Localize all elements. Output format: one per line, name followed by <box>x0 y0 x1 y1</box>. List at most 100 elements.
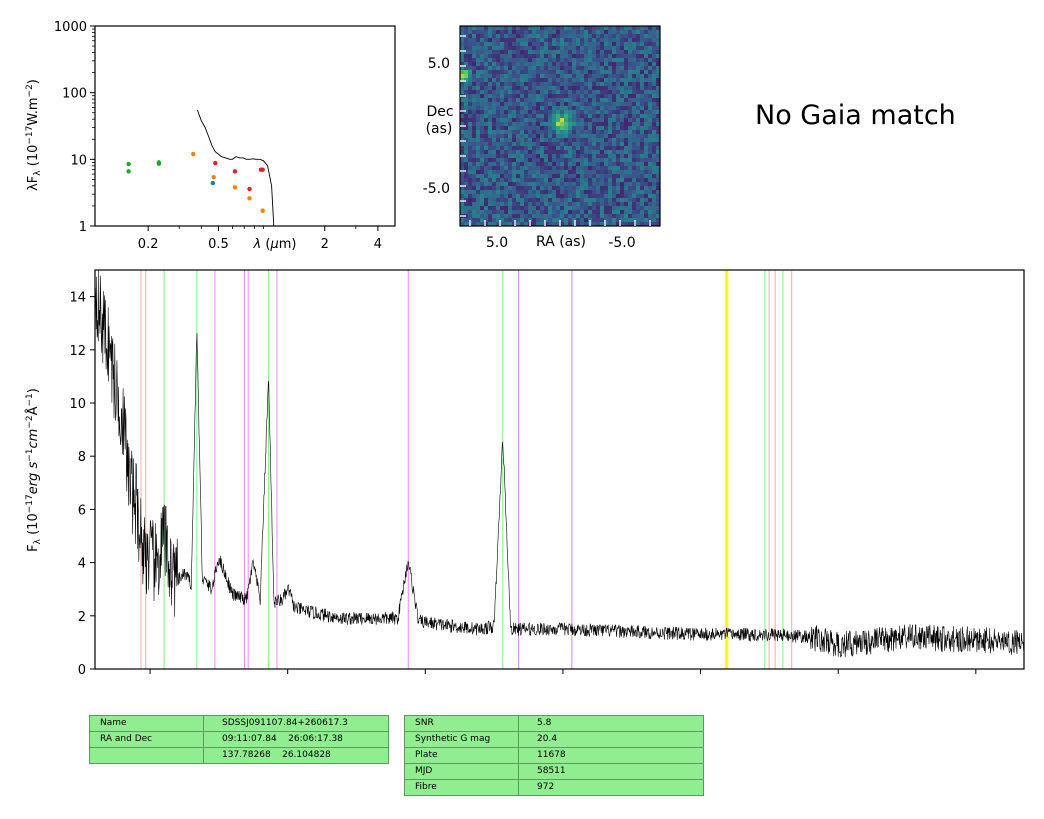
cutout-pixel <box>640 58 645 63</box>
cutout-pixel <box>572 130 577 135</box>
cutout-pixel <box>524 134 529 139</box>
cutout-pixel <box>540 34 545 39</box>
cutout-ylabel-line1: Dec <box>426 104 453 120</box>
cutout-pixel <box>480 218 485 223</box>
cutout-pixel <box>488 122 493 127</box>
spectrum-ytick-label: 6 <box>78 503 86 518</box>
cutout-pixel <box>532 130 537 135</box>
cutout-pixel <box>640 90 645 95</box>
cutout-pixel <box>548 98 553 103</box>
cutout-pixel <box>564 26 569 31</box>
cutout-pixel <box>508 202 513 207</box>
cutout-pixel <box>504 210 509 215</box>
cutout-pixel <box>652 66 657 71</box>
cutout-pixel <box>596 178 601 183</box>
cutout-pixel <box>508 62 513 67</box>
cutout-pixel <box>628 206 633 211</box>
cutout-pixel <box>656 130 661 135</box>
cutout-pixel <box>652 166 657 171</box>
cutout-pixel <box>512 218 517 223</box>
cutout-pixel <box>560 62 565 67</box>
cutout-pixel <box>644 178 649 183</box>
cutout-pixel <box>556 194 561 199</box>
cutout-pixel <box>524 218 529 223</box>
cutout-pixel <box>648 126 653 131</box>
cutout-pixel <box>656 158 661 163</box>
cutout-pixel <box>592 70 597 75</box>
cutout-pixel <box>588 178 593 183</box>
cutout-pixel <box>608 134 613 139</box>
cutout-pixel <box>464 106 469 111</box>
cutout-pixel <box>516 50 521 55</box>
cutout-pixel <box>480 70 485 75</box>
sed-photometry-point <box>211 174 216 180</box>
cutout-pixel <box>636 94 641 99</box>
cutout-pixel <box>568 46 573 51</box>
cutout-pixel <box>596 34 601 39</box>
cutout-pixel <box>496 146 501 151</box>
cutout-pixel <box>624 198 629 203</box>
cutout-pixel <box>556 46 561 51</box>
cutout-pixel <box>504 194 509 199</box>
cutout-pixel <box>480 170 485 175</box>
cutout-pixel <box>556 214 561 219</box>
cutout-pixel <box>548 42 553 47</box>
cutout-pixel <box>484 214 489 219</box>
cutout-pixel <box>516 210 521 215</box>
cutout-pixel <box>648 206 653 211</box>
cutout-pixel <box>492 30 497 35</box>
cutout-pixel <box>592 198 597 203</box>
cutout-pixel <box>576 98 581 103</box>
cutout-pixel <box>576 42 581 47</box>
cutout-pixel <box>524 142 529 147</box>
cutout-pixel <box>572 202 577 207</box>
cutout-pixel <box>460 222 465 227</box>
cutout-pixel <box>652 42 657 47</box>
cutout-pixel <box>588 190 593 195</box>
cutout-pixel <box>488 102 493 107</box>
cutout-pixel <box>572 118 577 123</box>
cutout-pixel <box>592 210 597 215</box>
cutout-pixel <box>512 30 517 35</box>
cutout-pixel <box>492 58 497 63</box>
cutout-pixel <box>484 130 489 135</box>
cutout-pixel <box>488 186 493 191</box>
cutout-pixel <box>528 54 533 59</box>
cutout-pixel <box>600 222 605 227</box>
cutout-pixel <box>540 102 545 107</box>
cutout-pixel <box>580 50 585 55</box>
cutout-pixel <box>500 194 505 199</box>
cutout-pixel <box>640 50 645 55</box>
cutout-pixel <box>600 202 605 207</box>
cutout-pixel <box>516 158 521 163</box>
cutout-pixel <box>588 158 593 163</box>
cutout-pixel <box>552 182 557 187</box>
cutout-pixel <box>588 170 593 175</box>
cutout-pixel <box>636 54 641 59</box>
cutout-pixel <box>636 162 641 167</box>
cutout-pixel <box>512 58 517 63</box>
cutout-pixel <box>564 166 569 171</box>
sed-photometry-point <box>126 161 131 167</box>
cutout-pixel <box>504 146 509 151</box>
cutout-pixel <box>644 210 649 215</box>
cutout-pixel <box>620 198 625 203</box>
cutout-pixel <box>516 134 521 139</box>
cutout-pixel <box>560 94 565 99</box>
cutout-pixel <box>556 94 561 99</box>
cutout-pixel <box>656 86 661 91</box>
cutout-pixel <box>592 146 597 151</box>
cutout-pixel <box>528 166 533 171</box>
cutout-pixel <box>512 106 517 111</box>
cutout-pixel <box>552 222 557 227</box>
cutout-pixel <box>584 58 589 63</box>
cutout-pixel <box>580 106 585 111</box>
cutout-pixel <box>544 162 549 167</box>
cutout-pixel <box>460 114 465 119</box>
cutout-pixel <box>608 34 613 39</box>
cutout-pixel <box>596 138 601 143</box>
cutout-pixel <box>472 38 477 43</box>
cutout-pixel <box>464 218 469 223</box>
cutout-pixel <box>556 26 561 31</box>
cutout-pixel <box>500 106 505 111</box>
